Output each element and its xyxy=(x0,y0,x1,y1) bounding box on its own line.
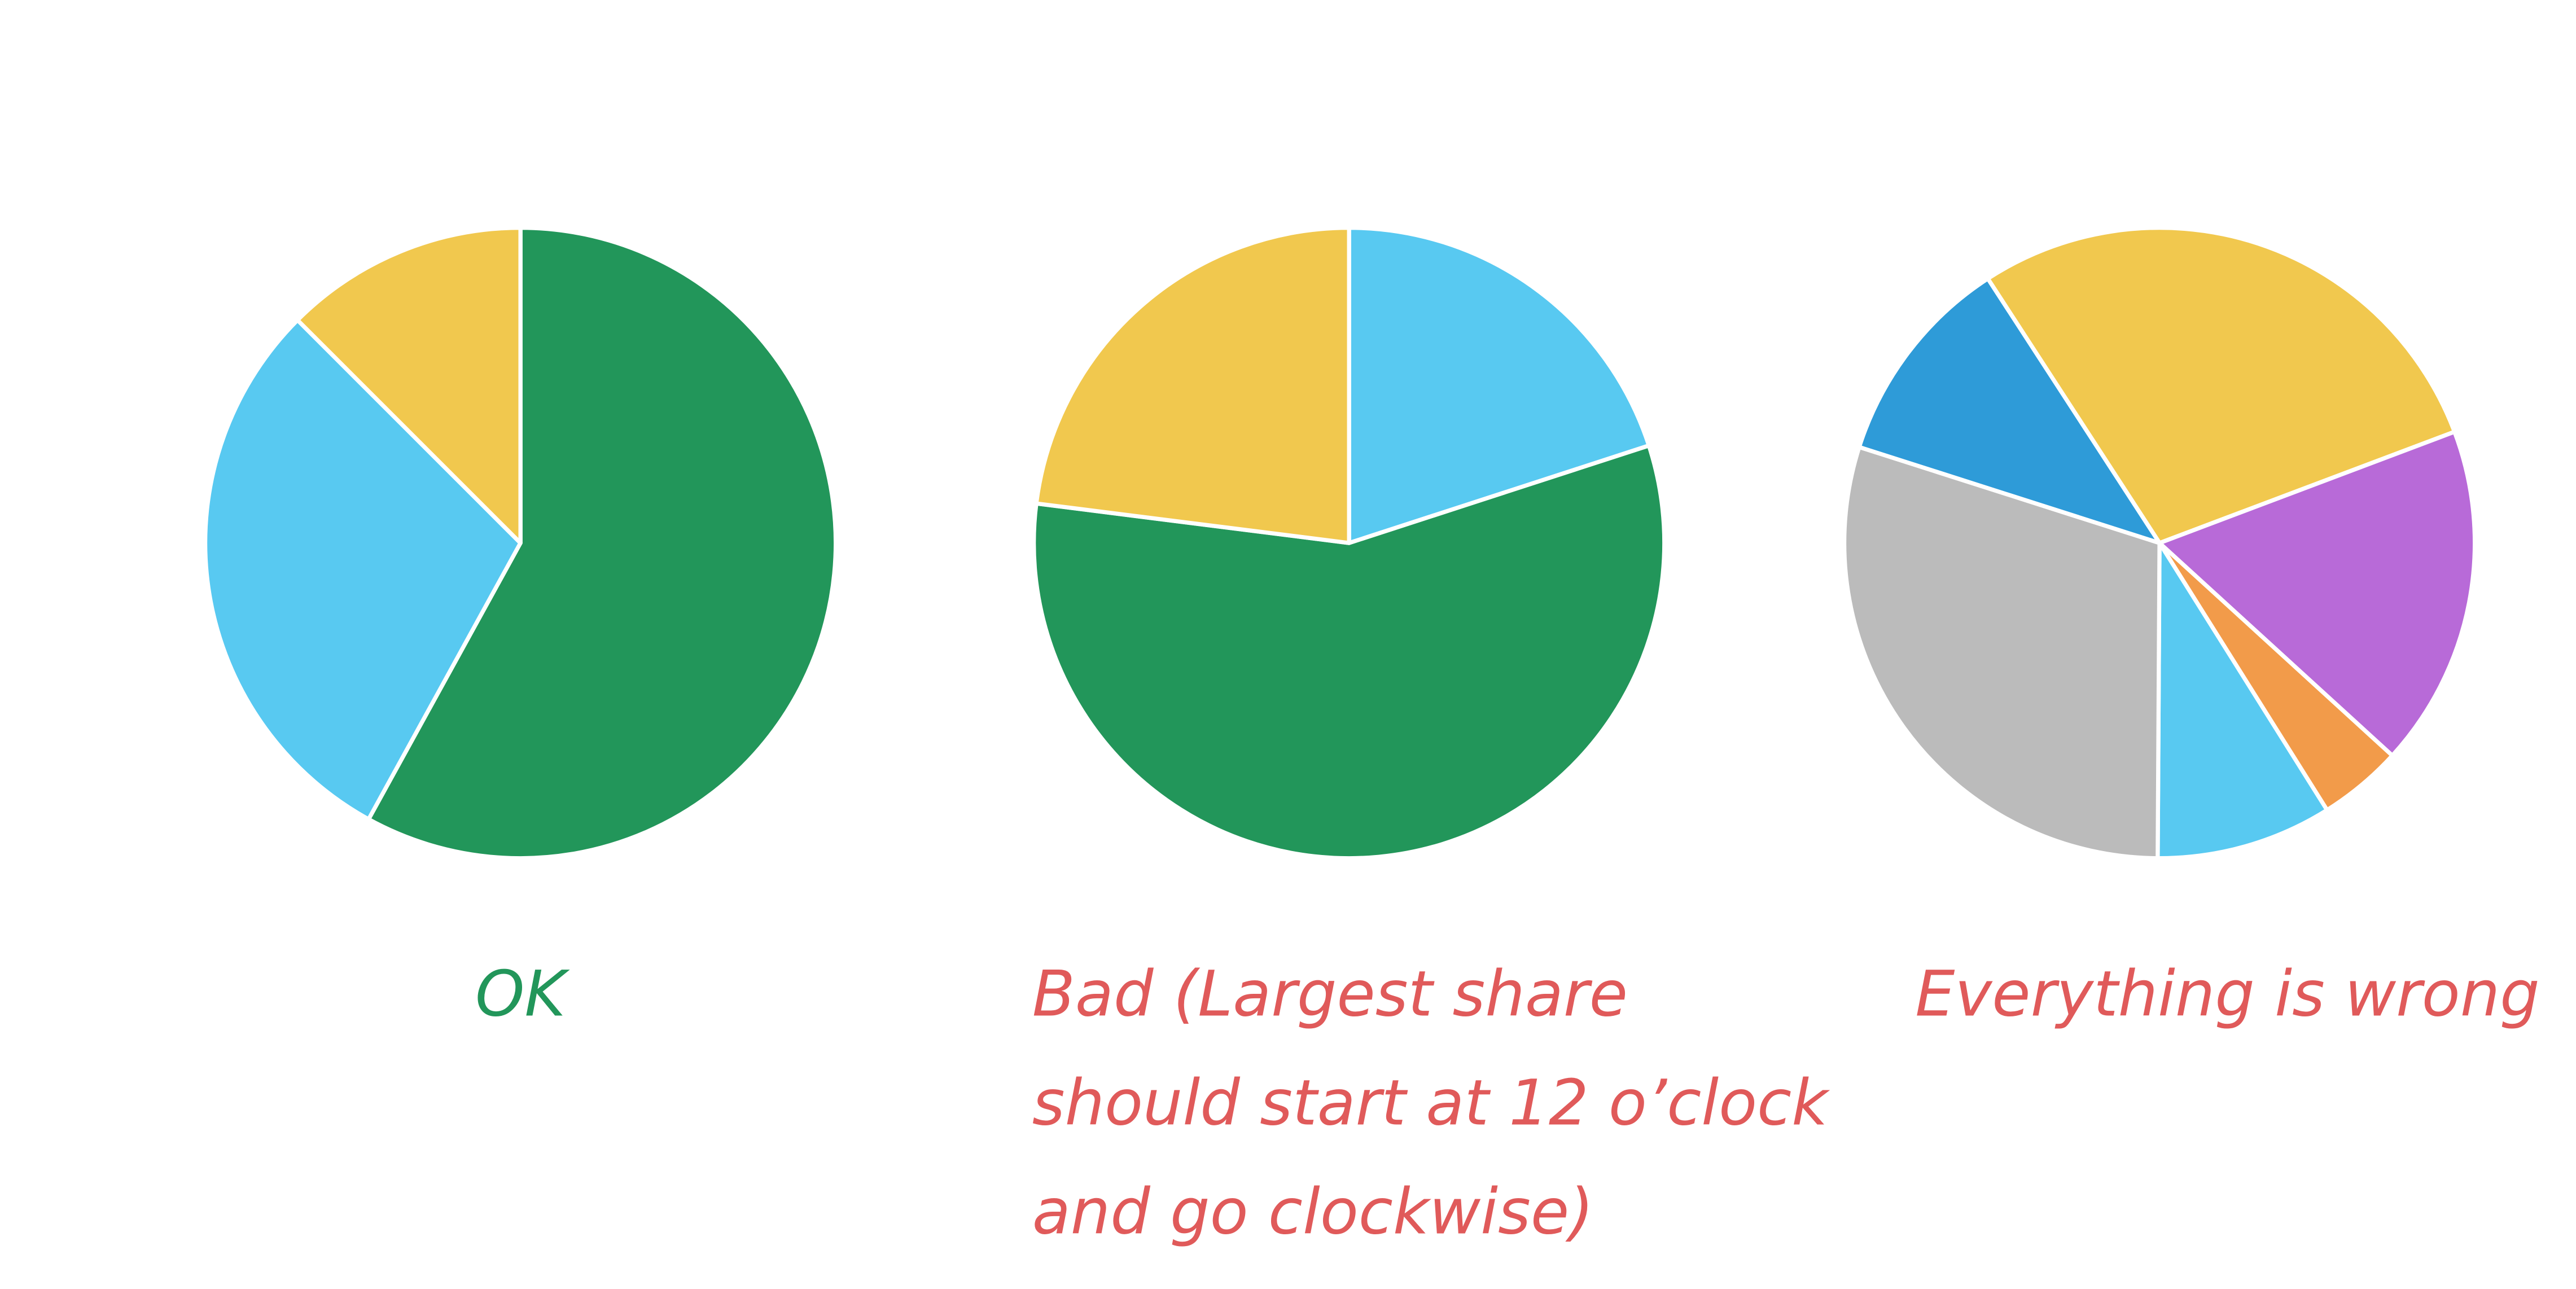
pie-slice xyxy=(1842,445,2162,861)
caption: Everything is wrong xyxy=(1915,958,2539,1031)
pie-slice xyxy=(2156,541,2329,861)
caption: and go clockwise) xyxy=(1032,1176,1594,1249)
pie-slice xyxy=(1347,225,1651,545)
pie-slice xyxy=(203,318,523,822)
pie-slice xyxy=(1032,443,1667,861)
pie-slice xyxy=(1034,225,1351,545)
caption: OK xyxy=(475,958,570,1031)
caption: Bad (Largest share xyxy=(1032,958,1628,1031)
pie-slice xyxy=(1986,225,2457,545)
pie-slice xyxy=(366,225,838,861)
pie-slice xyxy=(1857,277,2162,545)
pie-slice xyxy=(2157,429,2477,758)
pie-slice xyxy=(295,225,523,545)
caption: should start at 12 o’clock xyxy=(1032,1067,1830,1140)
